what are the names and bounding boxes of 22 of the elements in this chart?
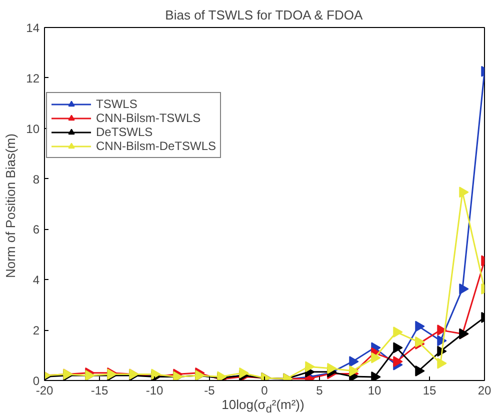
x-tick-label: 10 [368,384,382,398]
chart-title: Bias of TSWLS for TDOA & FDOA [165,8,363,22]
legend-label: DeTSWLS [96,125,153,139]
x-axis-title: 10log(σ$_{d}$²(m²)) [220,397,306,416]
x-tick-label: -15 [90,384,108,398]
y-tick-label: 4 [32,273,40,288]
x-tick-label: -5 [204,384,216,398]
y-axis-title: Norm of Position Bias(m) [3,134,18,278]
y-tick-label: 8 [32,172,40,186]
legend-label: CNN-Bilsm-TSWLS [96,111,201,125]
legend-label: TSWLS [96,97,138,111]
legend-label: CNN-Bilsm-DeTSWLS [96,139,216,153]
y-tick-label: 12 [26,71,40,86]
x-tick-label: -10 [146,384,164,398]
y-tick-label: 14 [26,21,40,35]
y-tick-label: 2 [32,324,40,338]
y-tick-label: 10 [26,122,40,136]
x-tick-label: 5 [316,384,324,398]
x-tick-label: 20 [478,384,492,398]
y-tick-label: 6 [32,222,40,237]
x-tick-label: 0 [261,384,268,398]
x-tick-label: 15 [422,384,436,398]
